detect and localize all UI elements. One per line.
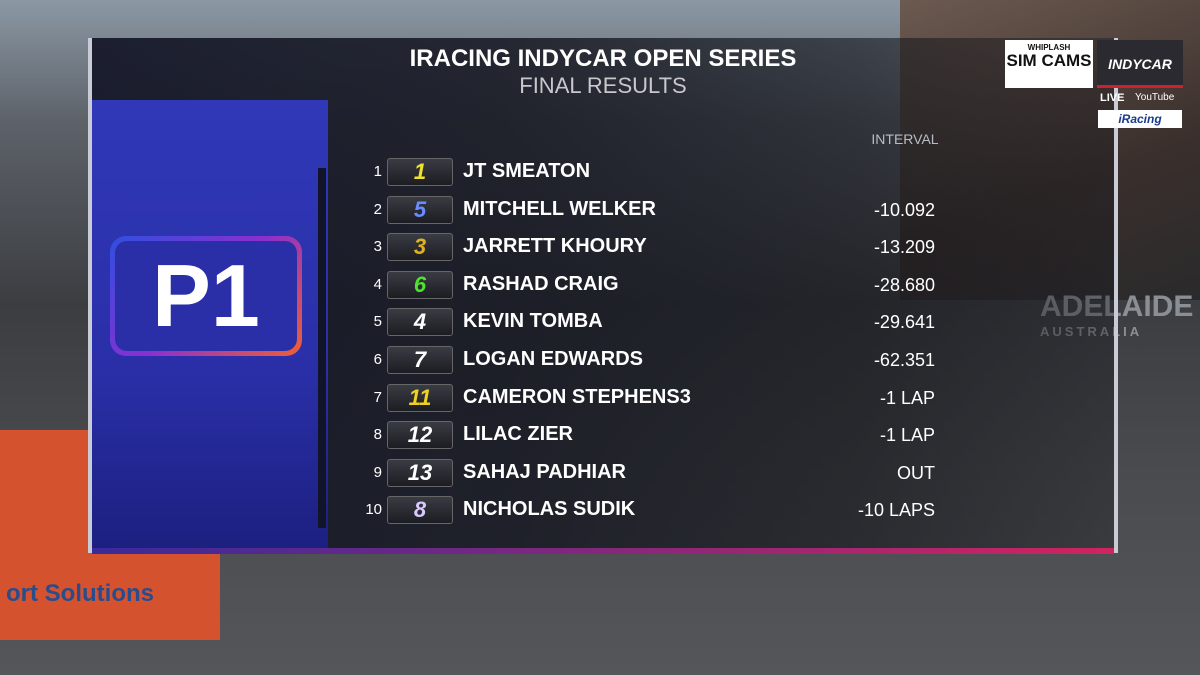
position: 10 <box>365 501 382 519</box>
driver: LOGAN EDWARDS <box>463 348 643 370</box>
interval: -28.680 <box>873 274 935 295</box>
interval: -1 LAP <box>879 425 935 446</box>
driver: NICHOLAS SUDIK <box>463 498 636 521</box>
driver: CAMERON STEPHENS3 <box>463 385 691 408</box>
interval: -62.351 <box>873 350 935 370</box>
youtube: YouTube <box>1135 92 1175 103</box>
position: 1 <box>373 163 382 180</box>
panel-bottom <box>92 548 1114 554</box>
driver: MITCHELL WELKER <box>463 197 656 220</box>
interval: OUT <box>897 462 935 483</box>
interval: -29.641 <box>873 312 935 333</box>
driver: JT SMEATON <box>463 160 591 182</box>
interval: -1 LAP <box>879 387 935 408</box>
position-badge: P1 <box>110 236 302 356</box>
position: 5 <box>373 313 382 331</box>
car-number: 4 <box>387 308 453 337</box>
interval: -10 LAPS <box>857 500 935 521</box>
sim-cams: SIM CAMS <box>1006 51 1092 70</box>
interval: -13.209 <box>873 237 935 258</box>
driver: KEVIN TOMBA <box>463 310 603 333</box>
title: IRACING INDYCAR OPEN SERIES <box>409 45 797 72</box>
position: 6 <box>373 351 382 368</box>
sim-cams-logo: WHIPLASH SIM CAMS <box>1005 40 1093 88</box>
car-number: 1 <box>387 158 453 186</box>
divider <box>318 168 326 528</box>
car-number: 3 <box>387 233 453 262</box>
car-number: 12 <box>387 421 453 450</box>
driver: LILAC ZIER <box>463 423 573 446</box>
sponsor: WHIPLASH <box>1027 43 1071 52</box>
car-number: 11 <box>387 383 453 412</box>
car-number: 13 <box>387 458 453 487</box>
car-number: 8 <box>387 496 453 525</box>
position: 3 <box>373 238 382 256</box>
badge-text: P1 <box>115 241 297 351</box>
position: 4 <box>373 275 382 293</box>
driver: JARRETT KHOURY <box>463 235 647 258</box>
series-logo: INDYCAR <box>1097 40 1183 88</box>
position: 2 <box>373 200 382 218</box>
live: LIVE <box>1100 92 1125 104</box>
driver: RASHAD CRAIG <box>463 272 619 295</box>
driver: SAHAJ PADHIAR <box>463 460 626 483</box>
interval: -10.092 <box>873 199 935 220</box>
iracing-logo: iRacing <box>1098 110 1182 128</box>
column-header: INTERVAL <box>871 131 939 147</box>
position: 7 <box>373 388 382 406</box>
car-number: 7 <box>387 346 453 374</box>
position: 8 <box>373 426 382 444</box>
car-number: 5 <box>387 195 453 224</box>
car-number: 6 <box>387 270 453 299</box>
position: 9 <box>373 463 382 481</box>
subtitle: FINAL RESULTS <box>519 73 687 98</box>
